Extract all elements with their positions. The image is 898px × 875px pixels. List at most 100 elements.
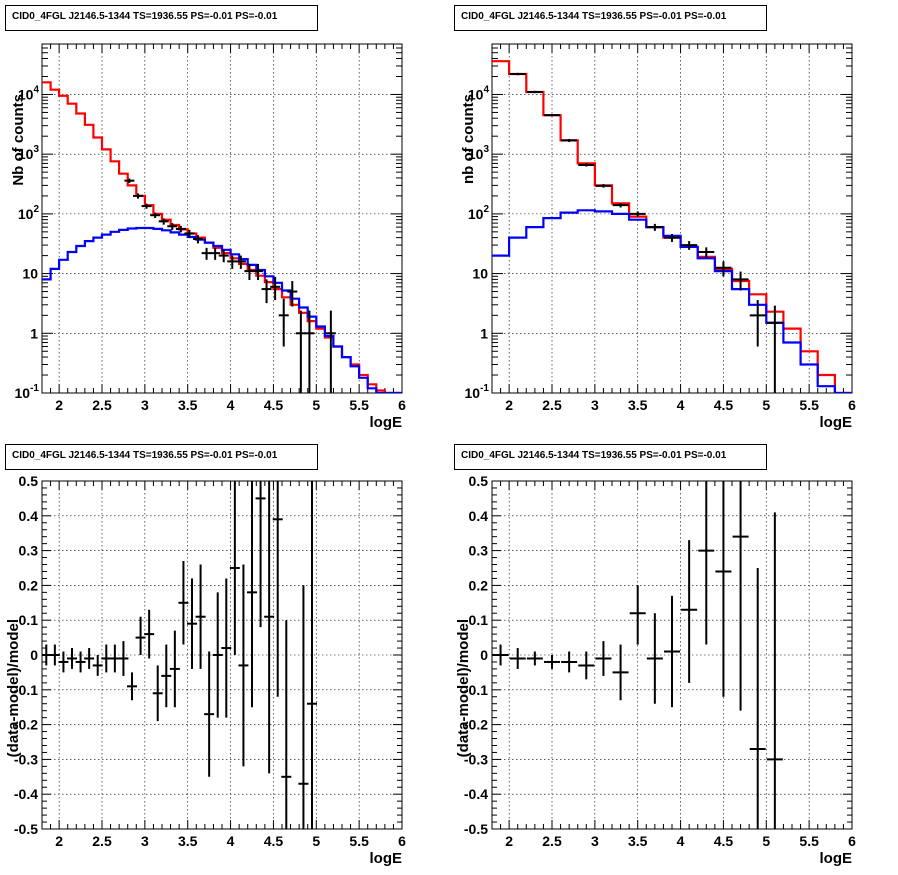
data-point: [141, 203, 152, 209]
data-point: [158, 218, 169, 225]
y-tick-label: -0.2: [14, 717, 38, 733]
x-tick-label: 5: [762, 833, 770, 849]
data-point: [281, 620, 292, 829]
data-point: [509, 72, 526, 76]
x-tick-label: 3: [141, 833, 149, 849]
data-point: [133, 193, 143, 199]
data-point: [698, 247, 715, 258]
data-point: [169, 630, 180, 708]
x-tick-label: 4: [677, 397, 685, 413]
data-point: [144, 609, 155, 659]
y-tick-label: -0.4: [14, 786, 38, 802]
data-point: [561, 138, 578, 142]
x-tick-label: 4.5: [714, 833, 734, 849]
data-point: [58, 651, 69, 673]
x-tick-label: 2: [505, 833, 513, 849]
x-tick-label: 3: [141, 397, 149, 413]
data-point: [167, 223, 178, 230]
data-point: [118, 641, 129, 676]
y-axis-label: nb of counts: [460, 94, 477, 184]
data-point: [152, 665, 163, 722]
plot-frame: [41, 43, 403, 394]
x-axis-label: logE: [820, 414, 853, 431]
x-axis-label: logE: [370, 414, 403, 431]
y-tick-label: 102: [468, 204, 490, 222]
x-tick-label: 2.5: [92, 833, 112, 849]
data-point: [127, 672, 137, 701]
y-tick-label: 0.5: [469, 473, 489, 489]
data-point: [561, 651, 578, 673]
chart-title-bottom-left: CID0_4FGL J2146.5-1344 TS=1936.55 PS=-0.…: [5, 444, 318, 470]
x-tick-label: 5.5: [799, 397, 819, 413]
y-tick-label: -0.3: [14, 751, 38, 767]
plot-area: [492, 60, 852, 393]
data-point: [578, 163, 595, 167]
y-tick-label: 0.4: [19, 508, 39, 524]
data-point: [84, 648, 95, 669]
data-point: [595, 184, 612, 188]
y-tick-label: 104: [18, 84, 40, 102]
y-tick-label: -0.5: [14, 821, 38, 837]
data-point: [264, 481, 275, 774]
y-axis-label: (data-model)/model: [5, 619, 22, 757]
data-point: [244, 263, 255, 281]
x-tick-label: 4: [677, 833, 685, 849]
data-point: [544, 114, 560, 117]
data-point: [304, 310, 315, 393]
data-point: [287, 281, 298, 307]
data-point: [229, 481, 240, 655]
data-point: [307, 481, 317, 829]
y-tick-label: 10-1: [15, 383, 40, 401]
x-tick-label: 5: [312, 833, 320, 849]
data-point: [187, 578, 197, 669]
x-tick-label: 4.5: [714, 397, 734, 413]
chart-title-top-right: CID0_4FGL J2146.5-1344 TS=1936.55 PS=-0.…: [454, 5, 767, 31]
x-tick-label: 5: [312, 397, 320, 413]
data-point: [715, 261, 732, 277]
data-point: [101, 644, 112, 673]
y-tick-label: 104: [468, 84, 490, 102]
y-tick-label: 10-1: [465, 383, 490, 401]
x-tick-label: 2.5: [542, 833, 562, 849]
x-tick-label: 2: [55, 397, 63, 413]
plot-area: [42, 481, 317, 829]
data-point: [218, 250, 229, 263]
plot-area: [492, 481, 783, 829]
x-tick-label: 3.5: [628, 397, 648, 413]
data-point: [664, 595, 680, 708]
x-tick-label: 3.5: [178, 397, 198, 413]
data-point: [298, 585, 309, 829]
data-point: [766, 512, 783, 829]
data-point: [221, 578, 232, 718]
y-tick-label: 1: [30, 325, 38, 341]
x-axis-label: logE: [370, 850, 403, 867]
y-tick-label: 0: [30, 647, 38, 663]
y-axis-label: Nb of counts: [10, 94, 27, 186]
x-tick-label: 5.5: [349, 833, 369, 849]
data-point: [766, 305, 783, 393]
data-point: [270, 276, 281, 301]
data-point: [109, 644, 120, 673]
data-point: [715, 481, 732, 697]
data-point: [629, 585, 646, 645]
data-point: [664, 234, 680, 242]
y-tick-label: 103: [468, 144, 490, 162]
data-point: [247, 481, 257, 708]
y-tick-label: 0.3: [19, 543, 39, 559]
data-point: [492, 644, 509, 666]
data-point: [544, 655, 560, 669]
x-tick-label: 6: [398, 397, 406, 413]
chart-title-bottom-right: CID0_4FGL J2146.5-1344 TS=1936.55 PS=-0.…: [454, 444, 767, 470]
data-point: [526, 90, 543, 94]
x-tick-label: 5: [762, 397, 770, 413]
data-point: [161, 644, 172, 708]
data-point: [526, 651, 543, 666]
series-line-model-source: [42, 226, 402, 393]
data-point: [612, 644, 629, 701]
y-tick-label: -0.3: [464, 751, 488, 767]
data-point: [235, 255, 246, 269]
data-point: [732, 481, 749, 711]
x-tick-label: 4.5: [264, 397, 284, 413]
